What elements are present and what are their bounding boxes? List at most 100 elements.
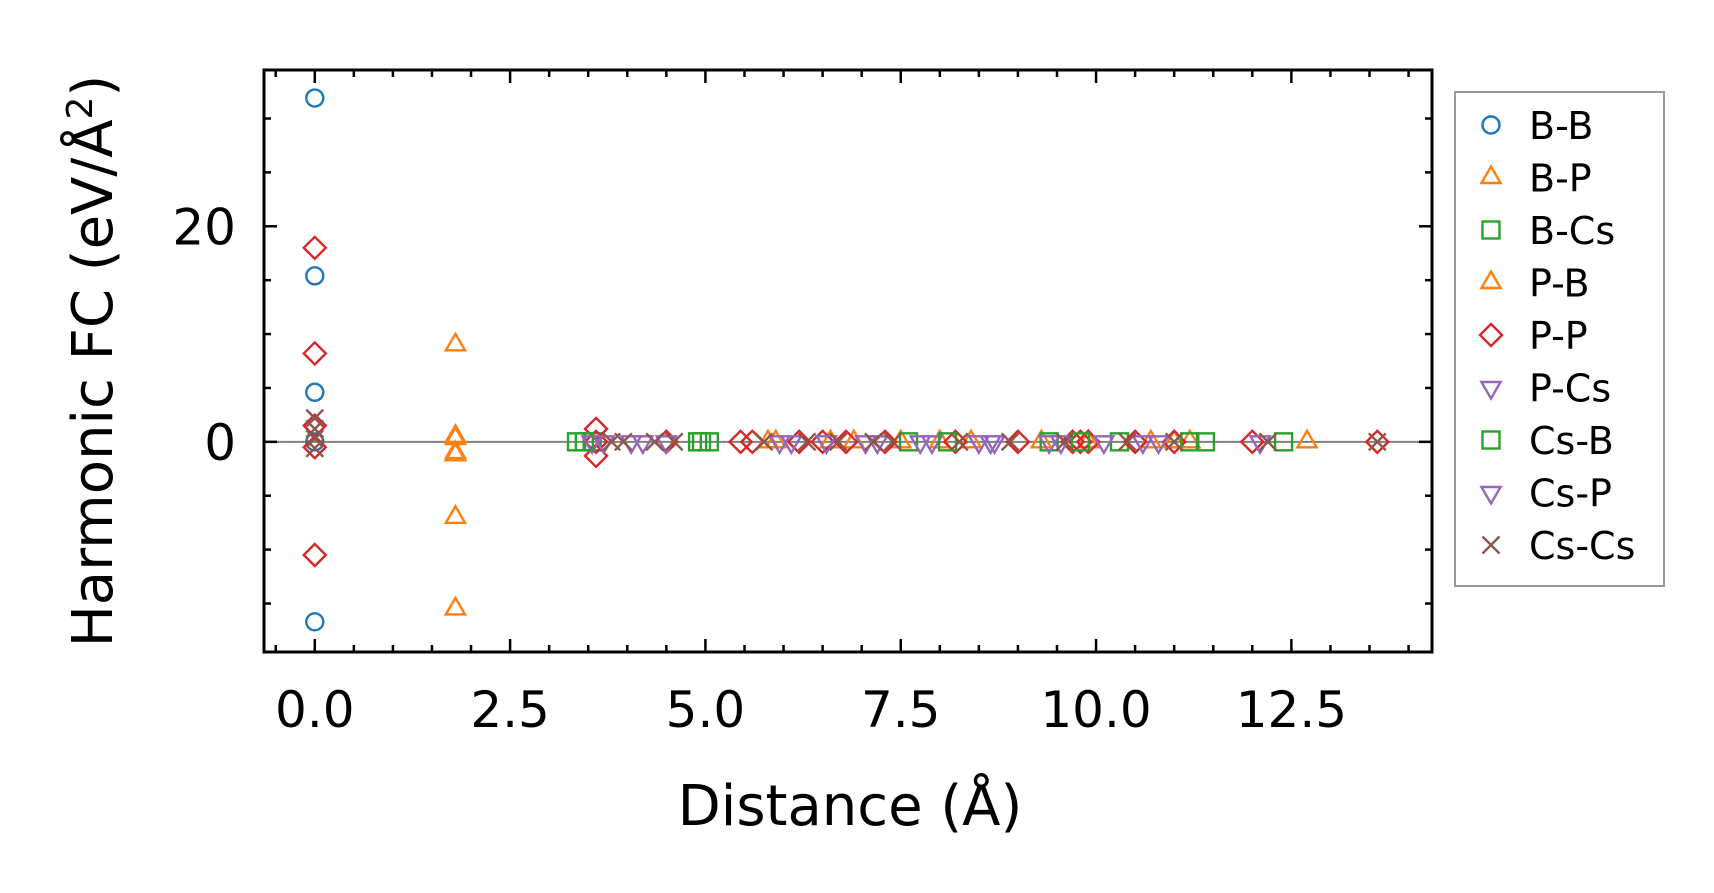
data-point-p-cs — [1146, 435, 1171, 456]
x-tick-label: 2.5 — [470, 681, 550, 739]
data-point-cs-b — [1180, 432, 1200, 452]
legend-entry-p-p: P-P — [1478, 314, 1588, 358]
data-point-cs-b — [1070, 432, 1091, 452]
data-point-cs-cs — [949, 432, 969, 452]
data-point-b-cs — [1195, 432, 1216, 452]
y-axis-label-close: ) — [61, 75, 126, 97]
data-point-cs-cs — [614, 432, 633, 452]
data-point-b-cs — [699, 432, 720, 452]
legend-label: P-P — [1529, 314, 1588, 358]
legend-label: B-B — [1529, 104, 1594, 148]
legend-marker-p-p — [1478, 322, 1504, 348]
legend-entry-cs-p: Cs-P — [1479, 472, 1612, 516]
data-point-p-p — [302, 542, 328, 568]
data-point-cs-cs — [828, 432, 848, 452]
y-axis-label-main: Harmonic FC (eV/Å — [60, 119, 126, 647]
data-point-b-p — [1178, 428, 1202, 449]
data-point-p-p — [809, 429, 836, 455]
data-point-b-cs — [1039, 432, 1059, 452]
y-axis-label: Harmonic FC (eV/Å2) — [60, 75, 126, 648]
data-point-p-b — [443, 439, 468, 460]
legend-marker-cs-cs — [1481, 535, 1501, 555]
legend-entry-b-cs: B-Cs — [1481, 209, 1615, 253]
data-point-cs-cs — [754, 432, 774, 452]
data-point-cs-p — [908, 435, 932, 456]
data-point-p-cs — [779, 435, 804, 456]
data-point-cs-cs — [1258, 432, 1278, 452]
legend-marker-p-cs — [1479, 380, 1503, 401]
legend-entry-b-p: B-P — [1479, 157, 1592, 201]
data-point-cs-cs — [864, 432, 883, 452]
data-point-b-p — [443, 503, 468, 524]
x-tick-label: 7.5 — [861, 681, 941, 739]
legend-label: P-Cs — [1529, 367, 1611, 411]
x-tick-label: 5.0 — [666, 681, 746, 739]
data-point-p-p — [833, 429, 859, 455]
data-point-p-p — [727, 429, 754, 455]
data-point-cs-cs — [645, 432, 664, 452]
x-tick-label: 10.0 — [1040, 681, 1151, 739]
data-point-cs-cs — [883, 432, 903, 452]
data-point-cs-cs — [797, 432, 817, 452]
legend-entry-p-b: P-B — [1479, 262, 1590, 306]
legend-entry-p-cs: P-Cs — [1479, 367, 1611, 411]
data-point-cs-cs — [1055, 432, 1075, 452]
data-point-cs-p — [631, 435, 655, 456]
legend-label: B-Cs — [1529, 209, 1615, 253]
data-point-cs-p — [767, 435, 792, 456]
data-point-cs-cs — [664, 432, 684, 452]
data-point-b-p — [443, 331, 468, 352]
data-point-p-cs — [967, 435, 991, 456]
data-point-cs-p — [1131, 435, 1155, 456]
data-point-cs-cs — [1164, 432, 1184, 452]
legend-label: Cs-Cs — [1529, 524, 1635, 568]
data-point-b-b — [305, 432, 325, 452]
data-point-b-p — [959, 428, 983, 449]
data-point-cs-b — [937, 432, 958, 452]
data-point-p-p — [1364, 429, 1391, 455]
data-point-p-p — [786, 429, 812, 455]
x-tick-label: 0.0 — [275, 681, 355, 739]
data-point-b-b — [305, 612, 325, 632]
data-point-cs-cs — [1367, 432, 1387, 452]
legend-marker-b-cs — [1481, 220, 1501, 240]
data-point-p-b — [1162, 428, 1186, 449]
data-point-cs-cs — [1000, 432, 1020, 452]
data-point-p-cs — [814, 435, 839, 456]
data-point-p-p — [583, 429, 609, 455]
legend-entry-cs-b: Cs-B — [1481, 419, 1614, 463]
legend-marker-cs-b — [1481, 430, 1501, 450]
data-markers — [302, 88, 1391, 632]
data-point-cs-b — [574, 432, 595, 452]
data-point-p-p — [1122, 429, 1148, 455]
data-point-p-cs — [1037, 435, 1061, 456]
data-point-p-p — [1005, 429, 1031, 455]
data-point-cs-b — [687, 432, 708, 452]
data-point-cs-cs — [305, 438, 325, 458]
legend-entry-b-b: B-B — [1481, 104, 1594, 148]
data-point-b-p — [1295, 428, 1319, 449]
legend-marker-b-p — [1479, 164, 1503, 185]
legend-marker-b-b — [1481, 115, 1501, 135]
data-point-p-p — [302, 235, 328, 261]
y-axis-label-superscript: 2 — [60, 97, 101, 120]
legend-label: Cs-P — [1529, 472, 1612, 516]
data-point-p-p — [1239, 429, 1266, 455]
data-point-b-b — [305, 88, 325, 108]
data-point-cs-p — [978, 435, 1003, 456]
data-point-b-p — [1139, 428, 1163, 449]
data-point-b-p — [443, 595, 468, 616]
x-axis-label: Distance (Å) — [678, 773, 1023, 839]
y-tick-label: 0 — [204, 414, 236, 472]
data-point-b-cs — [1273, 432, 1294, 452]
legend-label: B-P — [1529, 157, 1592, 201]
legend-label: P-B — [1529, 262, 1590, 306]
x-tick-label: 12.5 — [1236, 681, 1347, 739]
legend-label: Cs-B — [1529, 419, 1614, 463]
tick-labels: 0.0 2.5 5.0 7.5 10.0 12.5 0 20 — [172, 198, 1347, 739]
plot-frame — [262, 68, 1434, 654]
legend-marker-cs-p — [1479, 485, 1503, 506]
legend-entry-cs-cs: Cs-Cs — [1481, 524, 1635, 568]
data-point-b-cs — [898, 432, 919, 452]
